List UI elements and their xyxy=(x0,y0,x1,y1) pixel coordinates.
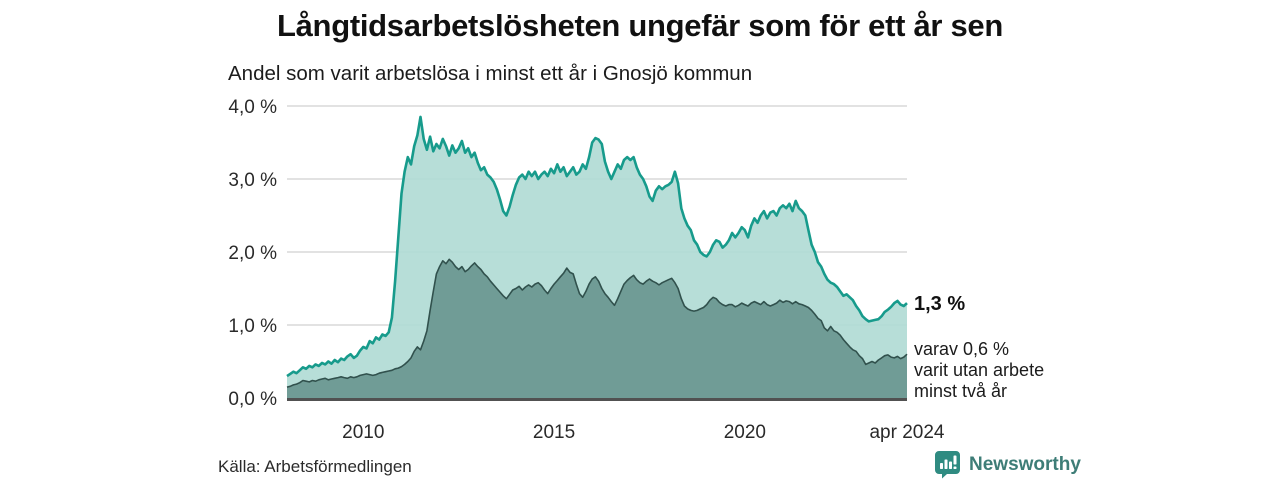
x-tick-label: 2010 xyxy=(342,422,384,443)
page-title: Långtidsarbetslösheten ungefär som för e… xyxy=(276,8,1003,43)
y-tick-label: 0,0 % xyxy=(228,389,277,410)
y-tick-label: 4,0 % xyxy=(228,97,277,118)
annotation-line: varit utan arbete xyxy=(914,360,1045,380)
chart-subtitle: Andel som varit arbetslösa i minst ett å… xyxy=(228,62,753,85)
brand-logo: Newsworthy xyxy=(934,450,1081,479)
newsworthy-icon xyxy=(935,451,960,479)
y-tick-label: 2,0 % xyxy=(228,243,277,264)
secondary-annotation: varav 0,6 % varit utan arbete minst två … xyxy=(914,339,1044,402)
area-two-year xyxy=(287,259,907,398)
source-note: Källa: Arbetsförmedlingen xyxy=(218,457,412,476)
annotation-line: varav 0,6 % xyxy=(914,339,1010,359)
line-one-year xyxy=(286,115,908,378)
y-tick-label: 3,0 % xyxy=(228,170,277,191)
x-tick-label: 2020 xyxy=(724,422,766,443)
line-two-year xyxy=(286,258,908,388)
brand-name: Newsworthy xyxy=(969,453,1081,475)
annotation-line: minst två år xyxy=(914,381,1008,401)
y-tick-label: 1,0 % xyxy=(228,316,277,337)
latest-value-label: 1,3 % xyxy=(914,293,966,315)
x-tick-label: apr 2024 xyxy=(869,422,944,443)
x-tick-label: 2015 xyxy=(533,422,575,443)
